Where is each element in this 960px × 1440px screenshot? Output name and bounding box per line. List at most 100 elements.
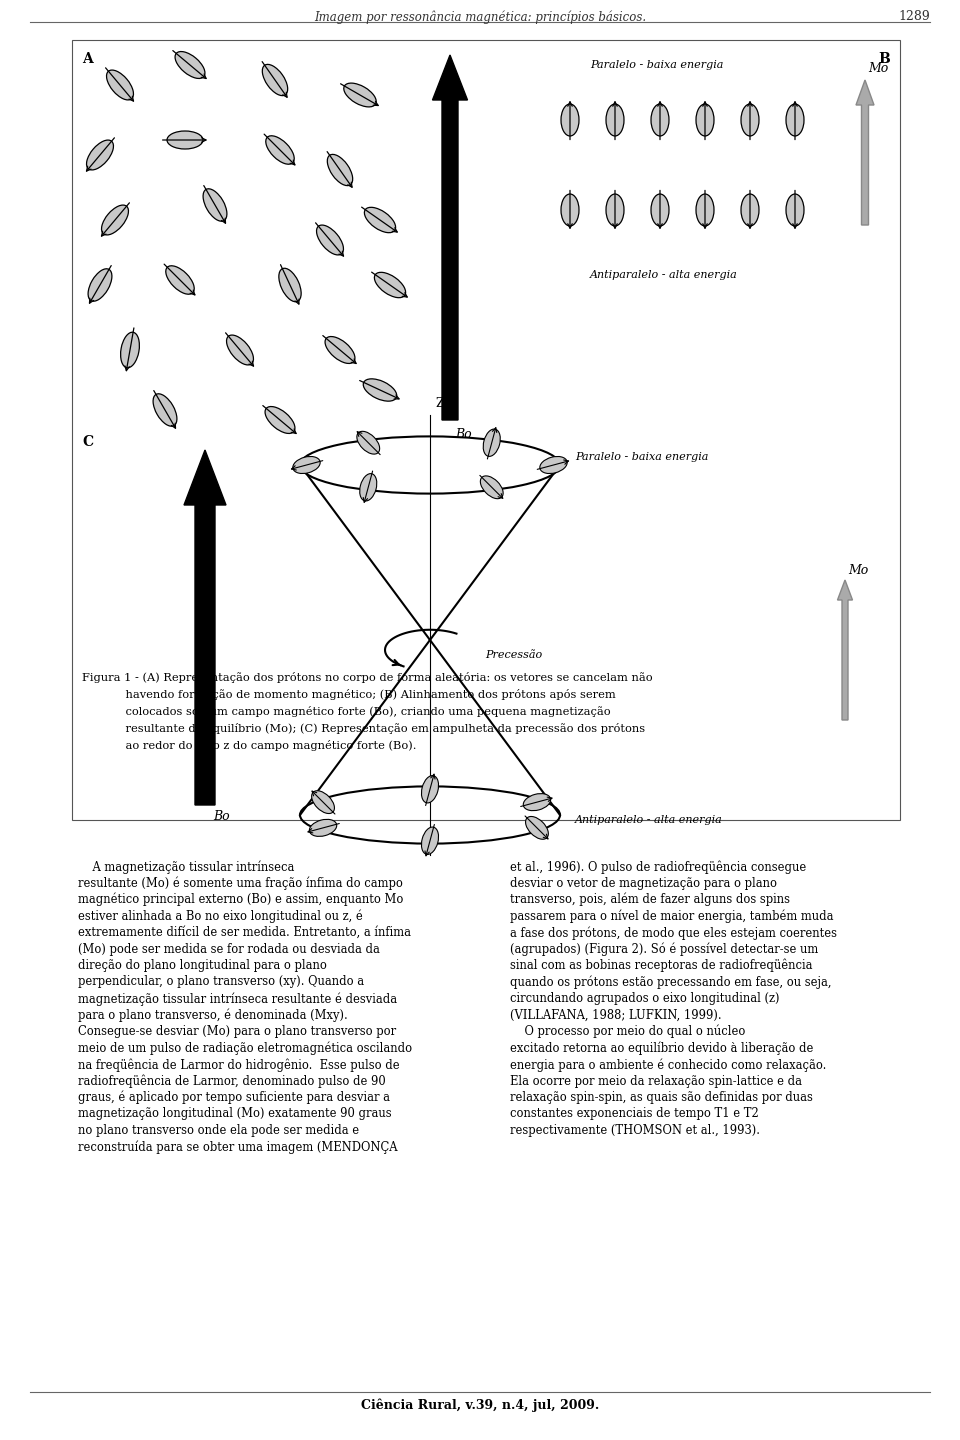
- Ellipse shape: [121, 333, 139, 367]
- Text: B: B: [878, 52, 890, 66]
- Ellipse shape: [227, 336, 253, 364]
- FancyArrow shape: [837, 580, 852, 720]
- Text: Mo: Mo: [848, 564, 868, 577]
- Ellipse shape: [107, 71, 133, 99]
- Text: graus, é aplicado por tempo suficiente para desviar a: graus, é aplicado por tempo suficiente p…: [78, 1092, 390, 1104]
- Ellipse shape: [344, 84, 376, 107]
- Text: reconstruída para se obter uma imagem (MENDONÇA: reconstruída para se obter uma imagem (M…: [78, 1140, 397, 1153]
- Ellipse shape: [86, 140, 113, 170]
- Text: magnetização longitudinal (Mo) exatamente 90 graus: magnetização longitudinal (Mo) exatament…: [78, 1107, 392, 1120]
- Ellipse shape: [88, 269, 112, 301]
- Text: 1289: 1289: [899, 10, 930, 23]
- Ellipse shape: [317, 225, 344, 255]
- Text: et al., 1996). O pulso de radiofreqüência consegue: et al., 1996). O pulso de radiofreqüênci…: [510, 860, 806, 874]
- Ellipse shape: [786, 194, 804, 226]
- Text: resultante (Mo) é somente uma fração ínfima do campo: resultante (Mo) é somente uma fração ínf…: [78, 877, 403, 890]
- Text: colocados sob um campo magnético forte (Bo), criando uma pequena magnetização: colocados sob um campo magnético forte (…: [82, 706, 611, 717]
- Ellipse shape: [204, 189, 227, 222]
- Text: a fase dos prótons, de modo que eles estejam coerentes: a fase dos prótons, de modo que eles est…: [510, 926, 837, 939]
- Ellipse shape: [651, 194, 669, 226]
- Ellipse shape: [741, 194, 759, 226]
- Ellipse shape: [363, 379, 396, 402]
- Ellipse shape: [540, 456, 567, 474]
- Bar: [72, 40, 900, 819]
- Ellipse shape: [483, 429, 500, 456]
- Text: A magnetização tissular intrínseca: A magnetização tissular intrínseca: [78, 860, 295, 874]
- Text: Bo: Bo: [455, 428, 471, 441]
- Text: no plano transverso onde ela pode ser medida e: no plano transverso onde ela pode ser me…: [78, 1125, 359, 1138]
- Ellipse shape: [360, 474, 376, 501]
- Text: Mo: Mo: [868, 62, 888, 75]
- Text: para o plano transverso, é denominada (Mxy).: para o plano transverso, é denominada (M…: [78, 1008, 348, 1022]
- Ellipse shape: [266, 135, 294, 164]
- Ellipse shape: [327, 154, 352, 186]
- Ellipse shape: [357, 432, 379, 454]
- Ellipse shape: [262, 65, 288, 95]
- Text: Ela ocorre por meio da relaxação spin-lattice e da: Ela ocorre por meio da relaxação spin-la…: [510, 1074, 802, 1087]
- Text: magnético principal externo (Bo) e assim, enquanto Mo: magnético principal externo (Bo) e assim…: [78, 893, 403, 907]
- FancyArrow shape: [184, 449, 226, 805]
- Text: direção do plano longitudinal para o plano: direção do plano longitudinal para o pla…: [78, 959, 326, 972]
- Text: O processo por meio do qual o núcleo: O processo por meio do qual o núcleo: [510, 1025, 745, 1038]
- Text: Imagem por ressonância magnética: princípios básicos.: Imagem por ressonância magnética: princí…: [314, 10, 646, 23]
- Text: respectivamente (THOMSON et al., 1993).: respectivamente (THOMSON et al., 1993).: [510, 1125, 760, 1138]
- Text: Paralelo - baixa energia: Paralelo - baixa energia: [575, 452, 708, 462]
- Text: Antiparalelo - alta energia: Antiparalelo - alta energia: [590, 271, 737, 279]
- Text: relaxação spin-spin, as quais são definidas por duas: relaxação spin-spin, as quais são defini…: [510, 1092, 813, 1104]
- Text: (Mo) pode ser medida se for rodada ou desviada da: (Mo) pode ser medida se for rodada ou de…: [78, 943, 380, 956]
- Text: Consegue-se desviar (Mo) para o plano transverso por: Consegue-se desviar (Mo) para o plano tr…: [78, 1025, 396, 1038]
- Ellipse shape: [786, 104, 804, 135]
- Text: circundando agrupados o eixo longitudinal (z): circundando agrupados o eixo longitudina…: [510, 992, 780, 1005]
- Ellipse shape: [175, 52, 204, 78]
- FancyArrow shape: [433, 55, 468, 420]
- Text: extremamente difícil de ser medida. Entretanto, a ínfima: extremamente difícil de ser medida. Entr…: [78, 926, 411, 939]
- Text: Bo: Bo: [213, 809, 229, 824]
- Ellipse shape: [325, 337, 355, 363]
- Ellipse shape: [741, 104, 759, 135]
- Ellipse shape: [293, 456, 321, 474]
- Text: Antiparalelo - alta energia: Antiparalelo - alta energia: [575, 815, 723, 825]
- Ellipse shape: [153, 393, 177, 426]
- Text: estiver alinhada a Bo no eixo longitudinal ou z, é: estiver alinhada a Bo no eixo longitudin…: [78, 910, 363, 923]
- Ellipse shape: [278, 268, 301, 302]
- Ellipse shape: [606, 194, 624, 226]
- Ellipse shape: [480, 475, 503, 498]
- Text: Z: Z: [435, 397, 444, 410]
- FancyArrow shape: [856, 81, 874, 225]
- Ellipse shape: [167, 131, 203, 148]
- Ellipse shape: [312, 791, 334, 814]
- Ellipse shape: [421, 776, 439, 804]
- Ellipse shape: [365, 207, 396, 233]
- Text: magnetização tissular intrínseca resultante é desviada: magnetização tissular intrínseca resulta…: [78, 992, 397, 1005]
- Text: C: C: [82, 435, 93, 449]
- Text: A: A: [82, 52, 93, 66]
- Ellipse shape: [265, 406, 295, 433]
- Text: (agrupados) (Figura 2). Só é possível detectar-se um: (agrupados) (Figura 2). Só é possível de…: [510, 943, 818, 956]
- Ellipse shape: [651, 104, 669, 135]
- Ellipse shape: [166, 266, 194, 294]
- Ellipse shape: [374, 272, 406, 298]
- Text: Precessão: Precessão: [485, 649, 542, 660]
- Text: passarem para o nível de maior energia, também muda: passarem para o nível de maior energia, …: [510, 910, 833, 923]
- Text: desviar o vetor de magnetização para o plano: desviar o vetor de magnetização para o p…: [510, 877, 777, 890]
- Ellipse shape: [309, 819, 337, 837]
- Text: meio de um pulso de radiação eletromagnética oscilando: meio de um pulso de radiação eletromagné…: [78, 1041, 412, 1056]
- Ellipse shape: [696, 194, 714, 226]
- Ellipse shape: [696, 104, 714, 135]
- Ellipse shape: [421, 827, 439, 854]
- Text: radiofreqüência de Larmor, denominado pulso de 90: radiofreqüência de Larmor, denominado pu…: [78, 1074, 386, 1089]
- Text: havendo formação de momento magnético; (B) Alinhamento dos prótons após serem: havendo formação de momento magnético; (…: [82, 688, 615, 700]
- Text: na freqüência de Larmor do hidrogênio.  Esse pulso de: na freqüência de Larmor do hidrogênio. E…: [78, 1058, 399, 1071]
- Ellipse shape: [523, 793, 551, 811]
- Text: ao redor do eixo z do campo magnético forte (Bo).: ao redor do eixo z do campo magnético fo…: [82, 740, 417, 752]
- Text: Paralelo - baixa energia: Paralelo - baixa energia: [590, 60, 724, 71]
- Text: (VILLAFANA, 1988; LUFKIN, 1999).: (VILLAFANA, 1988; LUFKIN, 1999).: [510, 1008, 722, 1021]
- Ellipse shape: [102, 204, 129, 235]
- Ellipse shape: [561, 194, 579, 226]
- Text: constantes exponenciais de tempo T1 e T2: constantes exponenciais de tempo T1 e T2: [510, 1107, 758, 1120]
- Ellipse shape: [606, 104, 624, 135]
- Text: sinal com as bobinas receptoras de radiofreqüência: sinal com as bobinas receptoras de radio…: [510, 959, 812, 972]
- Text: quando os prótons estão precessando em fase, ou seja,: quando os prótons estão precessando em f…: [510, 975, 831, 989]
- Text: transverso, pois, além de fazer alguns dos spins: transverso, pois, além de fazer alguns d…: [510, 893, 790, 907]
- Text: resultante de equilíbrio (Mo); (C) Representação em ampulheta da precessão dos p: resultante de equilíbrio (Mo); (C) Repre…: [82, 723, 645, 734]
